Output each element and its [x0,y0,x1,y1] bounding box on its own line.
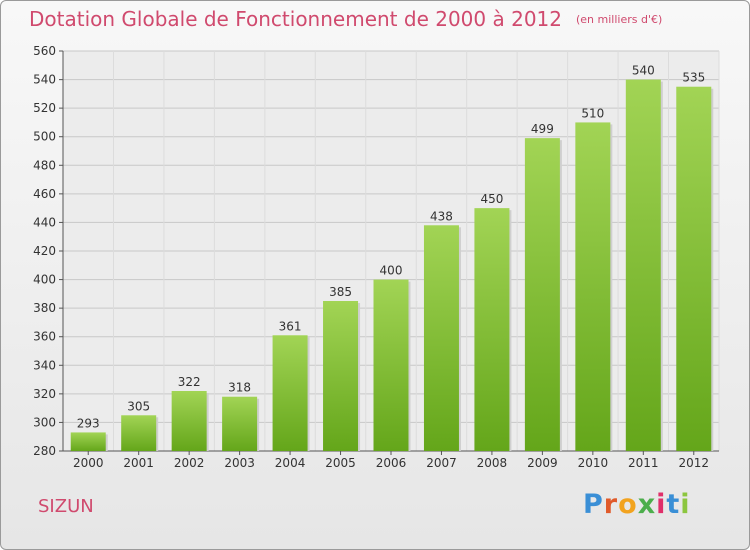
bar [625,79,661,452]
bar [272,335,308,451]
bar [373,279,409,451]
axes: 280 300 320 340 360 380 400 420 440 460 480 500 520 5… [33,44,719,470]
bar [524,138,560,451]
value-label: 305 [127,399,150,413]
x-tick-label: 2010 [578,456,609,470]
value-label: 293 [77,416,100,430]
y-tick-label: 520 [33,101,56,115]
bar [676,86,712,451]
commune-name: SIZUN [38,496,94,517]
value-label: 322 [178,375,201,389]
y-tick-label: 400 [33,273,56,287]
labels: 293 305 322 318 361 385 400 438 450 499 510 540 535 [77,64,705,431]
bar [423,225,459,451]
title-text: Dotation Globale de Fonctionnement de 20… [29,7,562,31]
x-tick-label: 2003 [224,456,255,470]
chart-subtitle: (en milliers d'€) [576,13,663,26]
y-tick-label: 500 [33,130,56,144]
value-label: 438 [430,209,453,223]
y-tick-label: 320 [33,387,56,401]
bar [222,396,258,451]
bar [575,122,611,451]
bar [121,415,157,451]
y-tick-label: 340 [33,358,56,372]
y-tick-label: 540 [33,73,56,87]
proxiti-logo: Proxiti [583,489,691,520]
y-tick-label: 280 [33,444,56,458]
x-tick-label: 2009 [527,456,558,470]
y-tick-label: 480 [33,158,56,172]
value-label: 385 [329,285,352,299]
value-label: 535 [682,71,705,85]
value-label: 510 [581,106,604,120]
y-tick-label: 380 [33,301,56,315]
x-tick-label: 2004 [275,456,306,470]
y-tick-label: 420 [33,244,56,258]
logo-letter: i [680,489,691,520]
value-label: 540 [632,64,655,78]
x-tick-label: 2007 [426,456,457,470]
y-tick-label: 360 [33,330,56,344]
value-label: 361 [279,319,302,333]
x-tick-label: 2011 [628,456,659,470]
bar [171,391,207,451]
x-tick-label: 2001 [123,456,154,470]
bars [70,79,714,452]
x-tick-label: 2008 [477,456,508,470]
logo-letter: i [656,489,667,520]
value-label: 318 [228,381,251,395]
y-tick-label: 440 [33,215,56,229]
logo-letter: x [637,489,657,520]
logo-letter: r [603,489,619,520]
x-tick-label: 2000 [73,456,104,470]
logo-letter: o [618,489,638,520]
x-tick-label: 2002 [174,456,205,470]
x-tick-label: 2012 [678,456,709,470]
logo-letter: P [583,489,604,520]
y-tick-label: 560 [33,44,56,58]
y-tick-label: 300 [33,415,56,429]
chart-title: Dotation Globale de Fonctionnement de 20… [29,7,662,31]
bar [70,432,106,451]
value-label: 450 [480,192,503,206]
x-tick-label: 2005 [325,456,356,470]
value-label: 499 [531,122,554,136]
bar [474,208,510,451]
logo-letter: t [666,489,681,520]
value-label: 400 [380,264,403,278]
y-tick-label: 460 [33,187,56,201]
x-tick-label: 2006 [376,456,407,470]
bar [323,301,359,451]
